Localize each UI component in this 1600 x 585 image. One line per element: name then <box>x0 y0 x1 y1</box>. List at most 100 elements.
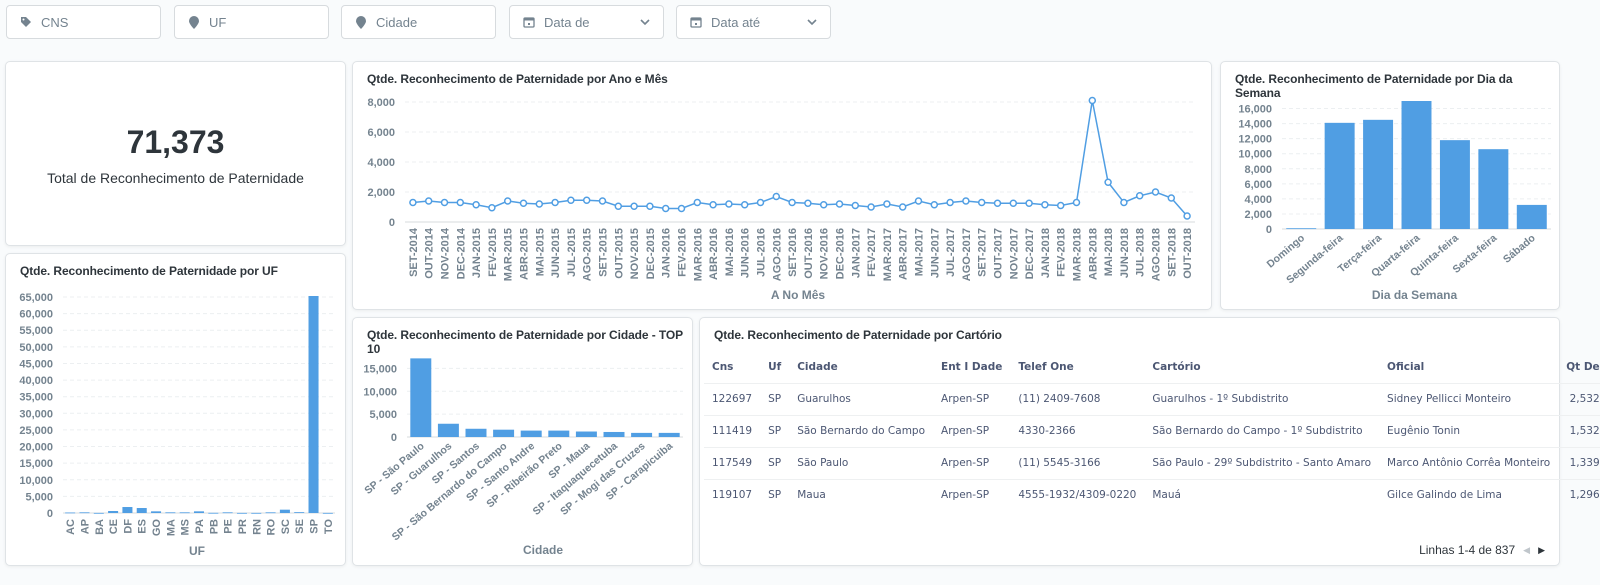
x-tick-label: PE <box>223 519 235 534</box>
x-tick-label: PR <box>237 519 249 534</box>
data-point <box>1056 201 1065 210</box>
data-point <box>409 198 417 207</box>
filter-label: Cidade <box>376 14 418 30</box>
filter-data-de[interactable]: Data de <box>509 5 664 39</box>
x-tick-label: OUT-2017 <box>993 228 1005 279</box>
data-point <box>456 198 465 207</box>
series-line <box>412 100 1188 217</box>
chart-title: Qtde. Reconhecimento de Paternidade por … <box>367 72 668 86</box>
filter-cidade[interactable]: Cidade <box>341 5 496 39</box>
chart-card-dia-semana[interactable]: Qtde. Reconhecimento de Paternidade por … <box>1220 61 1560 310</box>
bar-rn <box>251 512 262 514</box>
filter-cns[interactable]: CNS <box>6 5 161 39</box>
total-scalar-card[interactable]: 71,373 Total de Reconhecimento de Patern… <box>5 61 346 246</box>
bar-pr <box>236 512 247 514</box>
chart-card-uf[interactable]: Qtde. Reconhecimento de Paternidade por … <box>5 253 346 566</box>
x-tick-label: ABR-2017 <box>898 228 910 280</box>
previous-page-icon[interactable]: ◀ <box>1523 544 1531 555</box>
y-tick-label: 2,000 <box>367 187 395 199</box>
y-tick-label: 30,000 <box>19 408 53 420</box>
data-point <box>1135 192 1144 200</box>
table-card-cartorio[interactable]: Qtde. Reconhecimento de Paternidade por … <box>699 317 1600 566</box>
bar-ap <box>79 512 90 514</box>
line-chart-ano-mes: 0 2,000 4,000 6,000 8,000 SET-2014 OUT-2014 NOV… <box>367 96 1195 302</box>
bar-quinta-feira <box>1439 140 1470 229</box>
data-point <box>962 197 970 205</box>
cell-uf: SP <box>760 478 790 511</box>
y-tick-label: 15,000 <box>19 458 53 470</box>
y-tick-label: 8,000 <box>1244 164 1272 176</box>
x-tick-label: SET-2017 <box>977 228 989 277</box>
cell-cidade: Maua <box>789 478 934 511</box>
column-header-cidade[interactable]: Cidade <box>797 360 838 373</box>
x-tick-label: NOV-2015 <box>629 228 641 279</box>
x-tick-label: JUN-2015 <box>550 228 562 278</box>
x-tick-label: BA <box>94 519 106 535</box>
bar-sc <box>279 509 290 513</box>
cell-cidade: Guarulhos <box>789 382 934 415</box>
x-tick-label: PB <box>208 519 220 534</box>
filter-data-ate[interactable]: Data até <box>676 5 831 39</box>
pagination-label: Linhas 1-4 de 837 <box>1419 543 1516 557</box>
pagination: Linhas 1-4 de 837 ◀ ▶ <box>1419 543 1545 557</box>
x-tick-label: JUN-2018 <box>1119 228 1131 278</box>
bar-sp-maua <box>575 431 597 437</box>
column-header-uf[interactable]: Uf <box>768 360 782 373</box>
x-tick-label: OUT-2014 <box>424 227 436 279</box>
table-row: 111419 SP São Bernardo do Campo Arpen-SP… <box>704 414 1600 447</box>
column-header-oficial[interactable]: Oficial <box>1387 360 1425 373</box>
chart-title: Qtde. Reconhecimento de Paternidade por … <box>1235 72 1513 100</box>
data-point <box>1009 199 1018 207</box>
data-point <box>993 199 1002 207</box>
data-point <box>567 196 575 204</box>
data-point <box>472 201 480 209</box>
y-tick-label: 20,000 <box>19 442 53 454</box>
data-point <box>519 199 528 207</box>
chart-card-ano-mes[interactable]: Qtde. Reconhecimento de Paternidade por … <box>352 61 1212 310</box>
chevron-down-icon <box>806 16 818 28</box>
bar-pe <box>222 512 233 514</box>
x-tick-label: JUN-2017 <box>929 228 941 278</box>
x-tick-label: JUL-2018 <box>1135 228 1147 277</box>
x-tick-label: CE <box>108 519 120 534</box>
x-tick-label: OUT-2018 <box>1182 228 1194 279</box>
chart-card-cidade[interactable]: Qtde. Reconhecimento de Paternidade por … <box>352 317 693 566</box>
bar-sp-mogi-das-cruzes <box>631 432 653 437</box>
x-tick-label: MA <box>165 519 177 536</box>
data-point <box>1088 96 1097 105</box>
column-header-cartorio[interactable]: Cartório <box>1152 360 1201 373</box>
x-tick-label: AGO-2015 <box>582 228 594 281</box>
x-tick-label: NOV-2017 <box>1008 228 1020 279</box>
y-tick-label: 5,000 <box>369 409 397 421</box>
x-tick-label: ABR-2015 <box>519 228 531 280</box>
column-header-qtde[interactable]: Qt De <box>1566 360 1600 373</box>
data-point <box>756 198 765 207</box>
bar-ce <box>108 511 119 513</box>
data-point <box>898 203 907 211</box>
x-tick-label: JUL-2017 <box>945 228 957 277</box>
column-header-cns[interactable]: Cns <box>712 360 734 373</box>
next-page-icon[interactable]: ▶ <box>1538 544 1545 555</box>
column-header-telefone[interactable]: Telef One <box>1018 360 1074 373</box>
table-row: 117549 SP São Paulo Arpen-SP (11) 5545-3… <box>704 446 1600 479</box>
table-row: 119107 SP Maua Arpen-SP 4555-1932/4309-0… <box>704 478 1600 511</box>
cell-qtde: 1,296 <box>1558 478 1600 511</box>
data-point <box>535 200 544 208</box>
cell-entidade: Arpen-SP <box>933 414 1011 447</box>
data-point <box>551 198 559 207</box>
cartorio-table: Cns Uf Cidade Ent I Dade Telef One Cartó… <box>704 351 1600 511</box>
data-point <box>646 202 654 210</box>
filter-uf[interactable]: UF <box>174 5 329 39</box>
x-tick-label: DEC-2015 <box>645 228 657 279</box>
data-point <box>772 192 781 201</box>
column-header-entidade[interactable]: Ent I Dade <box>941 360 1003 373</box>
bar-ter-a-feira <box>1363 119 1394 229</box>
x-tick-label: DEC-2017 <box>1024 228 1036 279</box>
cell-cns: 122697 <box>704 382 761 415</box>
data-point <box>677 204 686 213</box>
table-title: Qtde. Reconhecimento de Paternidade por … <box>714 328 1002 342</box>
x-tick-label: JUL-2015 <box>566 228 578 277</box>
bar-se <box>294 512 305 513</box>
cell-telefone: (11) 5545-3166 <box>1010 446 1145 479</box>
cell-oficial: Eugênio Tonin <box>1379 414 1559 447</box>
